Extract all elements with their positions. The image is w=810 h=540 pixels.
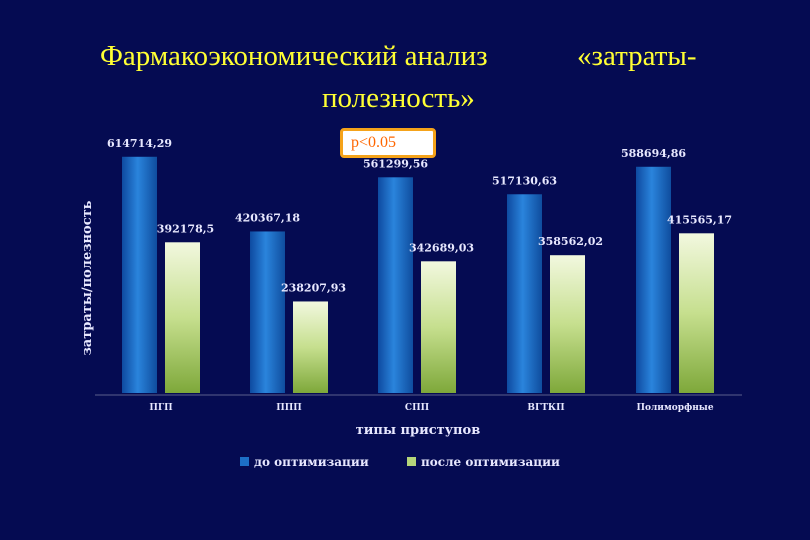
p-value-box: p<0.05 xyxy=(340,128,436,158)
x-axis-label: типы приступов xyxy=(356,423,481,438)
legend-swatch-before xyxy=(240,457,249,466)
title-line-2: полезность» xyxy=(322,82,475,114)
data-label-before-4: 517130,63 xyxy=(492,174,557,187)
data-label-before-2: 420367,18 xyxy=(235,211,300,224)
title-line-1a: Фармакоэкономический анализ xyxy=(100,40,488,72)
x-tick-label-3: СПП xyxy=(405,403,430,413)
x-tick-label-2: ППП xyxy=(276,403,302,413)
data-label-after-5: 415565,17 xyxy=(667,213,732,226)
bar-after-5 xyxy=(679,233,714,393)
bar-before-4 xyxy=(507,194,542,393)
legend: до оптимизации после оптимизации xyxy=(240,455,560,469)
title-line-1b: «затраты- xyxy=(577,40,697,72)
x-tick-label-4: ВГТКП xyxy=(527,403,565,413)
bar-after-3 xyxy=(421,261,456,393)
x-tick-label-5: Полиморфные xyxy=(636,403,713,413)
bar-after-4 xyxy=(550,255,585,393)
bar-before-1 xyxy=(122,156,157,393)
y-axis-label: затраты/полезность xyxy=(80,200,95,355)
bar-before-3 xyxy=(378,177,413,393)
data-label-before-1: 614714,29 xyxy=(107,137,172,150)
x-tick-label-1: ПГП xyxy=(149,403,173,413)
bar-after-1 xyxy=(165,242,200,393)
bar-before-2 xyxy=(250,231,285,393)
bar-before-5 xyxy=(636,166,671,393)
data-label-after-4: 358562,02 xyxy=(538,235,603,248)
legend-label-before: до оптимизации xyxy=(254,455,369,469)
legend-label-after: после оптимизации xyxy=(421,455,560,469)
bar-after-2 xyxy=(293,301,328,393)
data-label-after-3: 342689,03 xyxy=(409,241,474,254)
data-label-after-1: 392178,5 xyxy=(157,222,214,235)
data-label-after-2: 238207,93 xyxy=(281,281,346,294)
data-label-before-5: 588694,86 xyxy=(621,147,686,160)
legend-swatch-after xyxy=(407,457,416,466)
data-label-before-3: 561299,56 xyxy=(363,157,428,170)
